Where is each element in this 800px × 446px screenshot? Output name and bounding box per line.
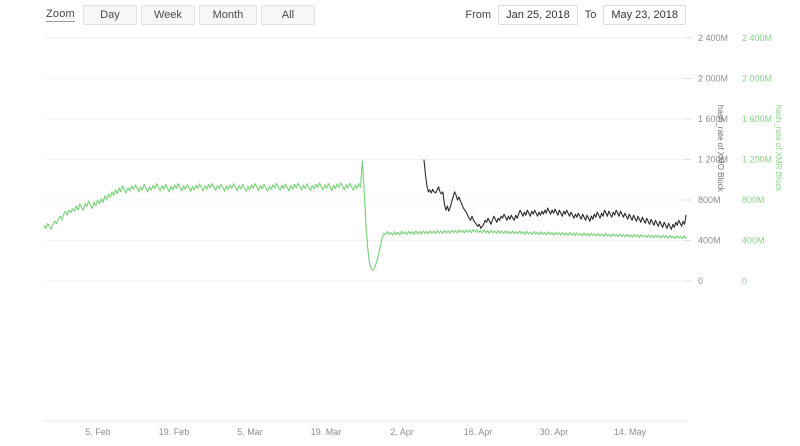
from-label: From [465,8,492,21]
series-paths [43,159,687,271]
y-axis-left-tick-label: 1 600M [698,114,728,124]
to-label: To [584,8,597,21]
x-axis-tick-label: 30. Apr [540,427,569,437]
zoom-button-week[interactable]: Week [140,5,195,25]
y-axis-left-title: hash_rate of XMO Block [716,105,725,193]
x-axis-tick-label: 2. Apr [390,427,414,437]
x-axis-ticklabels: 5. Feb 19. Feb 5. Mar 19. Mar 2. Apr 16. Apr 3… [85,427,646,437]
y-axis-right-ticklabels: 0 400M 800M 1 200M 1 600M 2 000M 2 400M [742,33,772,286]
zoom-button-day[interactable]: Day [82,5,137,25]
y-axis-right-tick-label: 2 000M [742,74,772,84]
date-range-group: From Jan 25, 2018 To May 23, 2018 [458,5,686,25]
y-axis-right-tick-label: 400M [742,236,765,246]
y-axis-left-tick-label: 800M [698,195,721,205]
to-date-input[interactable]: May 23, 2018 [603,5,686,25]
from-date-input[interactable]: Jan 25, 2018 [498,5,578,25]
y-axis-left-tick-label: 400M [698,236,721,246]
x-axis-tick-label: 5. Feb [85,427,111,437]
y-axis-right-tick-label: 2 400M [742,33,772,43]
y-axis-right-tick-label: 800M [742,195,765,205]
y-axis-left-tick-label: 2 400M [698,33,728,43]
y-axis-right-tick-label: 1 600M [742,114,772,124]
y-axis-left-ticklabels: 0 400M 800M 1 200M 1 600M 2 000M 2 400M [698,33,728,286]
x-axis-tick-label: 14. May [614,427,647,437]
x-axis-tick-label: 19. Mar [311,427,342,437]
y-axis-right-tick-label: 1 200M [742,155,772,165]
y-axis-left-tick-label: 1 200M [698,155,728,165]
zoom-button-all[interactable]: All [260,5,315,25]
x-axis-tick-label: 5. Mar [237,427,263,437]
series-line-xmo [423,159,687,230]
zoom-label: Zoom [46,8,75,22]
zoom-button-month[interactable]: Month [198,5,257,25]
y-axis-left-tick-label: 2 000M [698,74,728,84]
zoom-range-group: Zoom Day Week Month All [46,5,319,25]
series-line-xmr [43,160,687,271]
y-axis-left-tick-label: 0 [698,276,703,286]
y-axis-right-tick-label: 0 [742,276,747,286]
axis-titles: hash_rate of XMO Block hash_rate of XMR B… [716,105,783,193]
x-axis-tick-label: 19. Feb [159,427,190,437]
x-axis-tick-label: 16. Apr [464,427,493,437]
chart-toolbar: Zoom Day Week Month All From Jan 25, 201… [0,0,800,30]
y-axis-right-title: hash_rate of XMR Block [774,105,783,192]
